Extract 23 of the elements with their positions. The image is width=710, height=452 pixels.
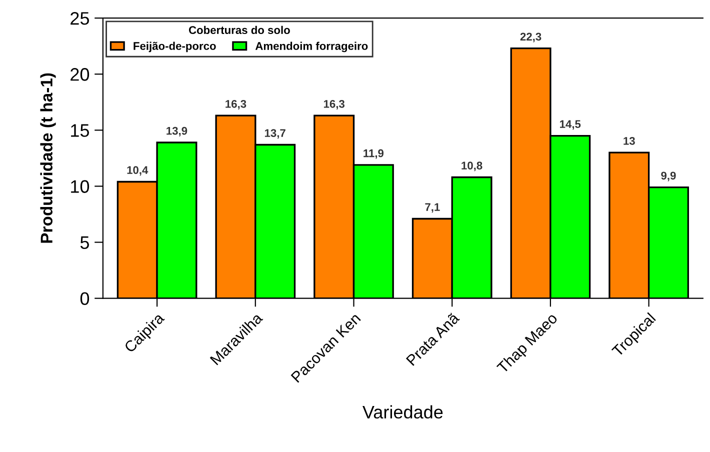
data-label: 11,9 xyxy=(364,149,384,159)
data-label: 10,8 xyxy=(462,162,482,172)
data-label: 14,5 xyxy=(560,120,581,130)
data-label: 13,7 xyxy=(264,129,286,139)
y-tick-label: 20 xyxy=(70,68,90,81)
data-label: 7,1 xyxy=(425,203,440,213)
y-tick-label: 25 xyxy=(70,12,89,25)
data-label: 13,9 xyxy=(166,126,188,136)
data-label: 16,3 xyxy=(226,100,246,110)
data-label: 22,3 xyxy=(520,32,542,42)
y-tick-label: 10 xyxy=(71,180,90,193)
data-label: 10,4 xyxy=(127,166,148,176)
x-axis-title: Variedade xyxy=(362,405,443,419)
data-label: 16,3 xyxy=(324,100,344,110)
legend-title: Coberturas do solo xyxy=(188,26,290,34)
legend-label: Amendoim forrageiro xyxy=(255,42,368,52)
y-tick-label: 0 xyxy=(80,292,90,306)
legend-label: Feijão-de-porco xyxy=(134,42,216,52)
data-label: 13 xyxy=(624,136,635,145)
data-label: 9,9 xyxy=(661,172,676,182)
y-tick-label: 5 xyxy=(80,236,89,249)
y-axis-title: Produtividade (t ha-1) xyxy=(40,73,56,243)
y-tick-label: 15 xyxy=(71,124,89,137)
